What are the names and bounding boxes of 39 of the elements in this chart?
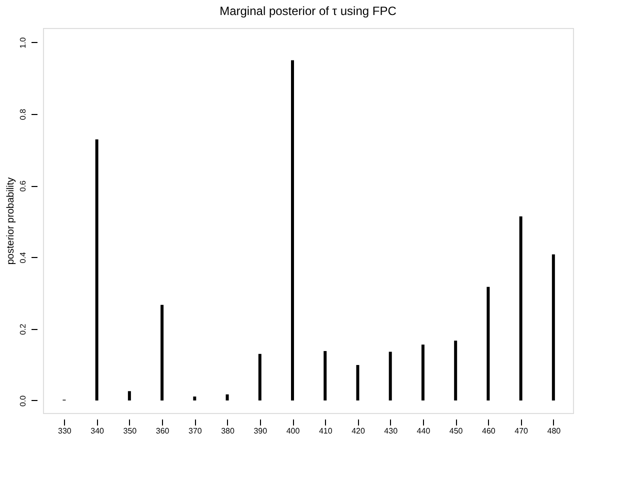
x-tick-label: 350 [123,426,138,436]
bar [95,139,98,400]
y-tick-label: 1.0 [18,36,28,48]
y-tick-label: 0.4 [18,252,28,264]
bar [160,304,164,400]
bar [258,354,262,400]
bar [356,365,360,400]
x-tick-label: 440 [416,426,431,436]
x-tick-label: 340 [90,426,105,436]
x-tick-label: 480 [547,426,562,436]
x-tick-label: 430 [384,426,398,436]
bar [128,391,131,400]
bar [226,394,229,400]
bar [552,254,555,400]
x-tick-label: 470 [514,426,529,436]
x-tick-label: 360 [156,426,170,436]
x-tick-label: 390 [254,426,268,436]
bar [193,396,196,400]
bar [324,351,327,400]
x-tick-label: 410 [318,426,333,436]
x-tick-label: 450 [449,426,464,436]
bar [519,216,522,400]
bar [486,286,490,400]
y-axis-title: posterior probability [6,177,16,265]
x-tick-label: 400 [286,426,300,436]
x-tick-label: 460 [482,426,496,436]
bar [291,60,294,400]
x-tick-label: 420 [352,426,366,436]
y-tick-label: 0.0 [18,394,28,407]
y-tick-label: 0.2 [18,323,28,335]
bar [421,344,424,400]
bar [454,340,458,400]
chart-title: Marginal posterior of τ using FPC [220,4,397,18]
x-tick-label: 380 [221,426,235,436]
y-tick-label: 0.8 [18,108,28,120]
bar [388,352,392,400]
x-tick-label: 370 [188,426,202,436]
y-tick-label: 0.6 [18,180,28,192]
x-tick-label: 330 [58,426,72,436]
